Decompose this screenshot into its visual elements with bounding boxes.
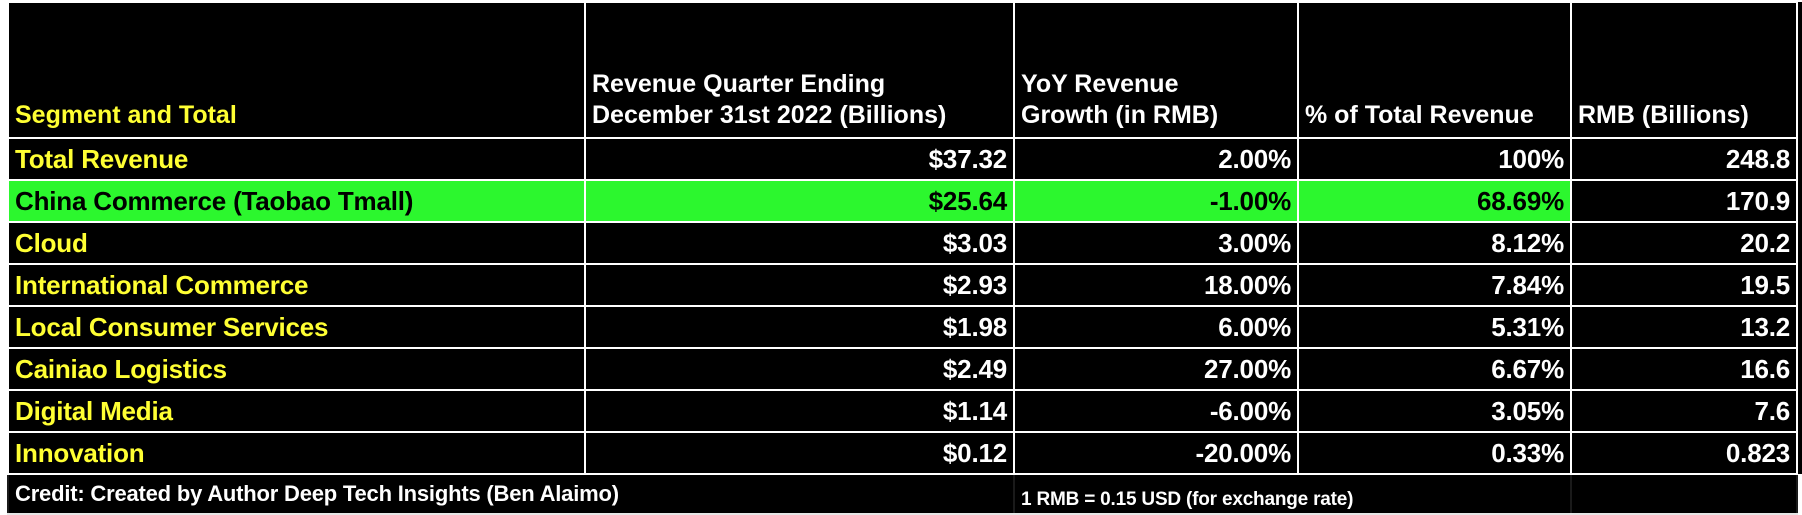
credit-note: Credit: Created by Author Deep Tech Insi…	[7, 473, 1015, 515]
segment-name: Total Revenue	[7, 137, 586, 181]
header-revenue-line1: Revenue Quarter Ending	[592, 70, 886, 98]
right-edge-strip	[1797, 2, 1802, 474]
segment-name: Cloud	[7, 221, 586, 265]
revenue-usd: $37.32	[584, 137, 1015, 181]
pct-total: 5.31%	[1297, 305, 1572, 349]
rmb-billions: 13.2	[1570, 305, 1798, 349]
yoy-growth: 3.00%	[1013, 221, 1299, 265]
yoy-growth: -6.00%	[1013, 389, 1299, 433]
table-row: Cloud $3.03 3.00% 8.12% 20.2	[7, 221, 1798, 265]
yoy-growth: -20.00%	[1013, 431, 1299, 475]
rmb-billions: 16.6	[1570, 347, 1798, 391]
revenue-usd: $1.98	[584, 305, 1015, 349]
segment-name: China Commerce (Taobao Tmall)	[7, 179, 586, 223]
rmb-billions: 170.9	[1570, 179, 1798, 223]
segment-name: Innovation	[7, 431, 586, 475]
yoy-growth: 2.00%	[1013, 137, 1299, 181]
table-row: Digital Media $1.14 -6.00% 3.05% 7.6	[7, 389, 1798, 433]
rmb-billions: 248.8	[1570, 137, 1798, 181]
footer-empty-cell	[1570, 473, 1798, 515]
pct-total: 6.67%	[1297, 347, 1572, 391]
table-row: Local Consumer Services $1.98 6.00% 5.31…	[7, 305, 1798, 349]
yoy-growth: -1.00%	[1013, 179, 1299, 223]
pct-total: 3.05%	[1297, 389, 1572, 433]
table-row: Innovation $0.12 -20.00% 0.33% 0.823	[7, 431, 1798, 475]
table-row: International Commerce $2.93 18.00% 7.84…	[7, 263, 1798, 307]
revenue-segment-table: Segment and Total Revenue Quarter Ending…	[7, 1, 1798, 515]
header-rmb: RMB (Billions)	[1570, 1, 1798, 139]
rmb-billions: 0.823	[1570, 431, 1798, 475]
segment-name: International Commerce	[7, 263, 586, 307]
header-yoy-growth: YoY Revenue Growth (in RMB)	[1013, 1, 1299, 139]
revenue-usd: $3.03	[584, 221, 1015, 265]
rmb-billions: 20.2	[1570, 221, 1798, 265]
revenue-usd: $2.49	[584, 347, 1015, 391]
revenue-usd: $2.93	[584, 263, 1015, 307]
segment-name: Cainiao Logistics	[7, 347, 586, 391]
header-segment: Segment and Total	[7, 1, 586, 139]
pct-total: 100%	[1297, 137, 1572, 181]
header-revenue: Revenue Quarter Ending December 31st 202…	[584, 1, 1015, 139]
revenue-usd: $1.14	[584, 389, 1015, 433]
footer-row: Credit: Created by Author Deep Tech Insi…	[7, 473, 1798, 515]
segment-name: Local Consumer Services	[7, 305, 586, 349]
header-yoy-line1: YoY Revenue	[1021, 70, 1179, 98]
pct-total: 0.33%	[1297, 431, 1572, 475]
rmb-billions: 7.6	[1570, 389, 1798, 433]
yoy-growth: 18.00%	[1013, 263, 1299, 307]
exchange-rate-note: 1 RMB = 0.15 USD (for exchange rate)	[1013, 473, 1572, 515]
header-revenue-line2: December 31st 2022 (Billions)	[592, 101, 947, 129]
yoy-growth: 6.00%	[1013, 305, 1299, 349]
table-row-highlighted: China Commerce (Taobao Tmall) $25.64 -1.…	[7, 179, 1798, 223]
revenue-usd: $0.12	[584, 431, 1015, 475]
pct-total: 8.12%	[1297, 221, 1572, 265]
header-pct-total: % of Total Revenue	[1297, 1, 1572, 139]
segment-name: Digital Media	[7, 389, 586, 433]
pct-total: 68.69%	[1297, 179, 1572, 223]
header-yoy-line2: Growth (in RMB)	[1021, 101, 1219, 129]
yoy-growth: 27.00%	[1013, 347, 1299, 391]
table-row: Total Revenue $37.32 2.00% 100% 248.8	[7, 137, 1798, 181]
pct-total: 7.84%	[1297, 263, 1572, 307]
revenue-usd: $25.64	[584, 179, 1015, 223]
table-row: Cainiao Logistics $2.49 27.00% 6.67% 16.…	[7, 347, 1798, 391]
rmb-billions: 19.5	[1570, 263, 1798, 307]
header-row: Segment and Total Revenue Quarter Ending…	[7, 1, 1798, 139]
